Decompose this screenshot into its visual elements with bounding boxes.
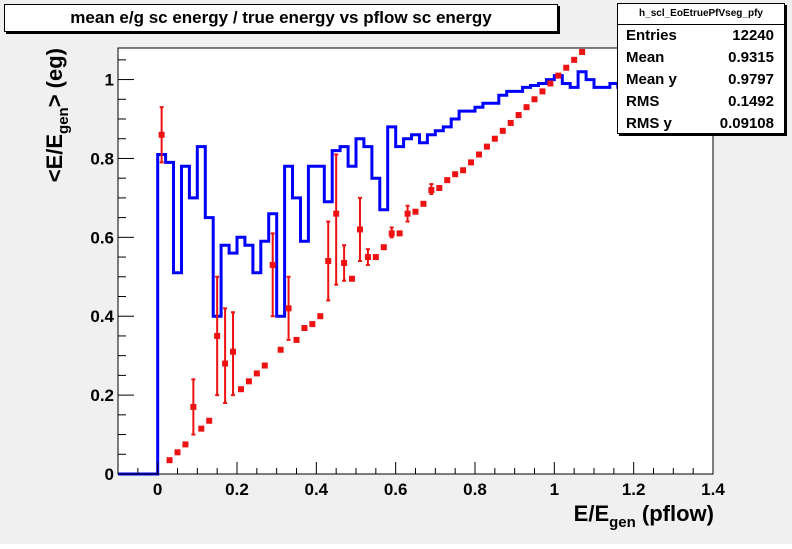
- data-point: [531, 96, 538, 103]
- stats-value: 0.1492: [728, 93, 774, 110]
- data-point: [261, 362, 268, 369]
- data-point: [396, 230, 403, 237]
- data-point: [555, 72, 562, 79]
- data-point: [214, 332, 221, 339]
- data-point: [158, 131, 165, 138]
- y-label-sub: gen: [55, 107, 72, 134]
- data-point: [293, 336, 300, 343]
- stats-label: Entries: [626, 27, 677, 44]
- data-point: [515, 112, 522, 119]
- data-point: [380, 244, 387, 251]
- data-point: [309, 321, 316, 328]
- data-point: [198, 425, 205, 432]
- data-point: [444, 177, 451, 184]
- data-point: [182, 441, 189, 448]
- stats-value: 0.9797: [728, 71, 774, 88]
- x-tick-label: 1.4: [701, 480, 725, 499]
- data-point: [341, 259, 348, 266]
- data-point: [460, 167, 467, 174]
- x-tick-label: 1: [550, 480, 559, 499]
- x-tick-label: 0: [153, 480, 162, 499]
- data-point: [333, 210, 340, 217]
- data-point: [301, 325, 308, 332]
- y-tick-label: 0.6: [90, 228, 114, 247]
- data-point: [571, 56, 578, 63]
- stats-value: 0.9315: [728, 49, 774, 66]
- x-axis-label: E/Egen (pflow): [574, 501, 714, 531]
- stats-row-mean: Mean 0.9315: [618, 47, 784, 69]
- x-label-part1: E/E: [574, 501, 609, 526]
- x-tick-label: 0.8: [463, 480, 487, 499]
- data-point: [269, 261, 276, 268]
- y-tick-label: 0.4: [90, 307, 114, 326]
- data-point: [475, 151, 482, 158]
- data-point: [452, 171, 459, 178]
- y-tick-label: 0: [105, 465, 114, 484]
- stats-row-entries: Entries 12240: [618, 25, 784, 47]
- y-label-part2: > (eg): [42, 48, 67, 107]
- data-point: [253, 370, 260, 377]
- stats-label: Mean y: [626, 71, 677, 88]
- data-point: [166, 457, 173, 464]
- stats-row-mean-y: Mean y 0.9797: [618, 69, 784, 91]
- stats-row-rms-y: RMS y 0.09108: [618, 113, 784, 135]
- data-point: [364, 254, 371, 261]
- x-tick-label: 0.4: [305, 480, 329, 499]
- data-point: [523, 104, 530, 111]
- data-point: [507, 119, 514, 126]
- data-point: [372, 254, 379, 261]
- stats-histogram-name: h_scl_EoEtruePfVseg_pfy: [618, 4, 784, 25]
- y-label-part1: <E/E: [42, 134, 67, 182]
- data-point: [388, 230, 395, 237]
- data-point: [491, 135, 498, 142]
- series-step-line: [118, 70, 626, 476]
- x-tick-label: 0.6: [384, 480, 408, 499]
- y-tick-label: 0.2: [90, 386, 114, 405]
- data-point: [539, 88, 546, 95]
- data-point: [420, 200, 427, 207]
- data-point: [222, 360, 229, 367]
- data-point: [547, 80, 554, 87]
- data-point: [468, 159, 475, 166]
- y-tick-label: 0.8: [90, 149, 114, 168]
- plot-frame: [117, 47, 714, 475]
- stats-label: RMS: [626, 93, 660, 110]
- data-point: [285, 305, 292, 312]
- data-point: [190, 403, 197, 410]
- chart-title: mean e/g sc energy / true energy vs pflo…: [70, 8, 492, 27]
- y-tick-label: 1: [105, 71, 114, 90]
- data-point: [483, 143, 490, 150]
- data-point: [404, 210, 411, 217]
- data-point: [436, 185, 443, 192]
- stats-label: Mean: [626, 49, 665, 66]
- chart-title-box: mean e/g sc energy / true energy vs pflo…: [4, 4, 558, 32]
- data-point: [428, 187, 435, 193]
- data-point: [349, 275, 356, 282]
- data-point: [499, 127, 506, 134]
- data-point: [174, 449, 181, 456]
- data-point: [245, 378, 252, 385]
- stats-value: 12240: [732, 27, 774, 44]
- data-point: [277, 346, 284, 353]
- data-point: [563, 64, 570, 71]
- data-point: [579, 48, 586, 55]
- data-point: [356, 226, 363, 233]
- data-point: [412, 208, 419, 215]
- data-point: [317, 313, 324, 320]
- x-tick-label: 1.2: [622, 480, 646, 499]
- data-point: [325, 258, 332, 264]
- data-point: [237, 386, 244, 393]
- y-axis-label: <E/Egen> (eg): [42, 48, 72, 182]
- stats-value: 0.09108: [719, 115, 774, 132]
- x-tick-label: 0.2: [225, 480, 249, 499]
- data-point: [230, 348, 237, 355]
- x-label-sub: gen: [609, 514, 636, 531]
- stats-row-rms: RMS 0.1492: [618, 91, 784, 113]
- x-label-part2: (pflow): [636, 501, 714, 526]
- stats-label: RMS y: [626, 115, 672, 132]
- data-point: [206, 417, 213, 424]
- stats-box: h_scl_EoEtruePfVseg_pfy Entries 12240 Me…: [617, 3, 785, 134]
